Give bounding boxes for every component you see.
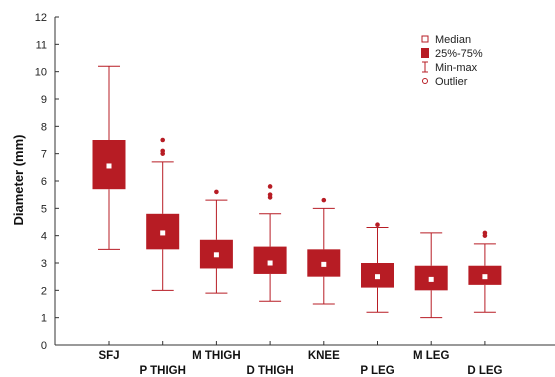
legend-item-iqr: 25%-75% bbox=[421, 48, 483, 60]
y-tick-label: 1 bbox=[41, 313, 47, 325]
legend-outlier-swatch bbox=[422, 78, 428, 84]
box-p-thigh bbox=[146, 137, 180, 291]
legend-label: 25%-75% bbox=[435, 48, 483, 60]
category-label: M LEG bbox=[413, 350, 449, 362]
box-p-leg bbox=[361, 222, 394, 313]
legend-label: Outlier bbox=[435, 76, 468, 88]
outlier-point bbox=[214, 189, 219, 195]
category-label: P LEG bbox=[360, 365, 394, 377]
median-marker bbox=[106, 163, 112, 169]
box-sfj bbox=[92, 65, 126, 250]
y-tick-label: 3 bbox=[41, 258, 47, 270]
median-marker bbox=[267, 260, 273, 266]
y-tick-label: 5 bbox=[41, 203, 47, 215]
category-label: D THIGH bbox=[246, 365, 293, 377]
y-axis-title: Diameter (mm) bbox=[11, 134, 26, 225]
outlier-point bbox=[160, 137, 165, 143]
iqr-box bbox=[253, 246, 287, 274]
category-label: D LEG bbox=[467, 365, 502, 377]
legend-item-median: Median bbox=[421, 34, 471, 46]
box-m-leg bbox=[414, 232, 448, 319]
category-label: SFJ bbox=[98, 350, 119, 362]
outlier-point bbox=[160, 148, 165, 154]
y-tick-label: 4 bbox=[41, 231, 47, 243]
median-marker bbox=[482, 274, 488, 280]
box-m-thigh bbox=[199, 189, 233, 294]
median-marker bbox=[213, 252, 219, 258]
median-marker bbox=[160, 230, 166, 236]
box-d-thigh bbox=[253, 184, 287, 302]
legend-label: Min-max bbox=[435, 62, 478, 74]
y-tick-label: 8 bbox=[41, 121, 47, 133]
legend-item-range: Min-max bbox=[422, 61, 478, 74]
category-label: P THIGH bbox=[139, 365, 185, 377]
y-tick-label: 10 bbox=[35, 67, 47, 79]
median-marker bbox=[321, 261, 327, 267]
category-label: M THIGH bbox=[192, 350, 241, 362]
category-labels: SFJ P THIGH M THIGH D THIGH KNEE P LEG M LEG D … bbox=[98, 350, 502, 377]
outlier-point bbox=[267, 184, 273, 189]
y-tick-label: 0 bbox=[41, 340, 47, 352]
box-knee bbox=[307, 197, 341, 305]
y-tick-label: 9 bbox=[41, 94, 47, 106]
outlier-point bbox=[267, 192, 273, 197]
legend-iqr-swatch bbox=[421, 48, 429, 58]
y-tick-label: 11 bbox=[36, 39, 47, 51]
legend-median-swatch bbox=[421, 35, 429, 43]
boxes bbox=[92, 65, 502, 319]
y-tick-label: 2 bbox=[41, 285, 47, 297]
category-label: KNEE bbox=[308, 350, 340, 362]
box-d-leg bbox=[468, 230, 502, 313]
y-tick-label: 7 bbox=[41, 149, 47, 161]
legend-label: Median bbox=[435, 34, 471, 46]
outlier-point bbox=[321, 197, 327, 203]
median-marker bbox=[375, 274, 380, 280]
outlier-point bbox=[482, 230, 488, 236]
y-tick-label: 12 bbox=[35, 12, 47, 24]
median-marker bbox=[428, 276, 434, 282]
legend: Median 25%-75% Min-max Outlier bbox=[421, 34, 483, 88]
legend-item-outlier: Outlier bbox=[422, 76, 468, 88]
y-tick-label: 6 bbox=[41, 176, 47, 188]
outlier-point bbox=[375, 222, 380, 228]
